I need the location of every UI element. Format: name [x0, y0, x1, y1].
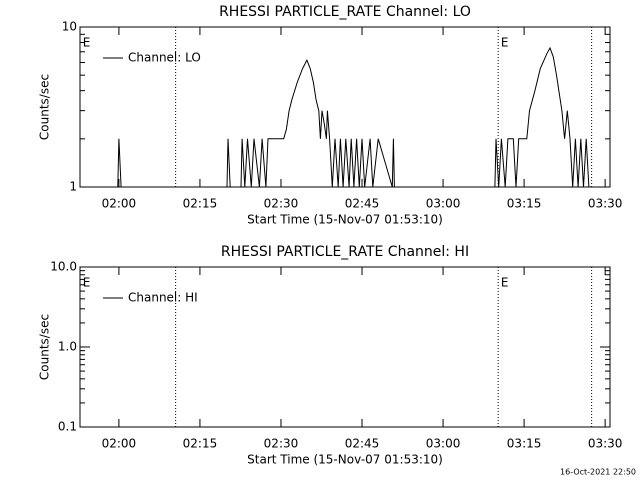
y-tick-label: 10.0	[50, 260, 77, 274]
x-tick-label: 03:00	[426, 437, 461, 451]
x-tick-label: 02:00	[102, 197, 137, 211]
annotation: E	[501, 36, 509, 50]
plot-frame	[79, 26, 611, 188]
y-axis-label: Counts/sec	[38, 74, 52, 140]
y-tick-label: 0.1	[58, 420, 77, 434]
x-tick-label: 03:15	[507, 437, 542, 451]
legend-label: Channel: HI	[128, 291, 198, 305]
x-axis-label: Start Time (15-Nov-07 01:53:10)	[247, 453, 443, 467]
x-tick-label: 03:15	[507, 197, 542, 211]
x-tick-label: 02:15	[183, 437, 218, 451]
y-tick-label: 1.0	[58, 340, 77, 354]
chart-title: RHESSI PARTICLE_RATE Channel: HI	[221, 244, 469, 260]
annotation: E	[83, 36, 91, 50]
annotation: E	[501, 276, 509, 290]
timestamp: 16-Oct-2021 22:50	[560, 468, 636, 477]
x-tick-label: 02:45	[345, 437, 380, 451]
y-axis-label: Counts/sec	[38, 314, 52, 380]
legend-label: Channel: LO	[128, 51, 201, 65]
chart-title: RHESSI PARTICLE_RATE Channel: LO	[219, 4, 471, 20]
x-tick-label: 02:15	[183, 197, 218, 211]
y-tick-label: 10	[62, 20, 77, 34]
x-tick-label: 03:30	[588, 437, 623, 451]
data-line	[80, 46, 610, 188]
x-tick-label: 02:00	[102, 437, 137, 451]
x-tick-label: 02:30	[264, 197, 299, 211]
x-tick-label: 03:00	[426, 197, 461, 211]
x-tick-label: 02:45	[345, 197, 380, 211]
x-tick-label: 03:30	[588, 197, 623, 211]
y-tick-label: 1	[69, 180, 77, 194]
annotation: E	[83, 276, 91, 290]
x-axis-label: Start Time (15-Nov-07 01:53:10)	[247, 213, 443, 227]
x-tick-label: 02:30	[264, 437, 299, 451]
